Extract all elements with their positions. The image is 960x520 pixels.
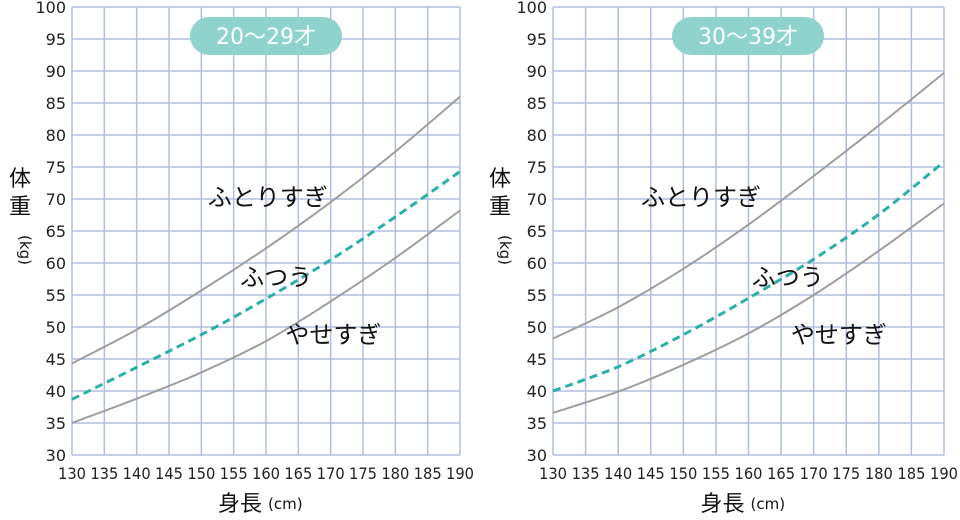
x-tick-label: 170 (317, 464, 345, 483)
y-tick-label: 50 (527, 318, 547, 337)
x-tick-label: 165 (767, 464, 795, 483)
series-line-3 (71, 209, 461, 424)
y-tick-label: 30 (46, 446, 66, 465)
x-axis-unit: (cm) (268, 495, 303, 513)
age-badge (672, 17, 824, 55)
y-tick-label: 90 (527, 62, 547, 81)
y-tick-label: 45 (46, 350, 66, 369)
x-tick-label: 130 (539, 464, 567, 483)
x-tick-label: 140 (604, 464, 632, 483)
chart-panel-1: 30 35 40 45 50 55 60 65 70 75 80 85 90 95 100 130 135 140… (9, 0, 474, 517)
series-line-1 (71, 95, 461, 365)
series-line-3 (552, 202, 945, 414)
curve-label: ふつう (752, 263, 824, 291)
series-line-1 (552, 72, 945, 340)
y-tick-label: 55 (46, 286, 66, 305)
age-badge-label: 20〜29才 (216, 25, 316, 50)
grid (71, 6, 461, 456)
x-tick-label: 135 (572, 464, 600, 483)
x-tick-label: 190 (930, 464, 958, 483)
x-tick-label: 145 (155, 464, 183, 483)
y-axis-title-char: 重 (9, 195, 31, 220)
x-tick-label: 155 (220, 464, 248, 483)
curve-label: ふとりすぎ (208, 183, 328, 211)
y-tick-label: 70 (46, 190, 66, 209)
x-tick-label: 150 (187, 464, 215, 483)
y-tick-label: 30 (527, 446, 547, 465)
y-tick-label: 80 (46, 126, 66, 145)
curve-label: ふつう (240, 263, 312, 291)
x-axis-title: 身長 (218, 492, 262, 517)
age-badge-label: 30〜39才 (698, 25, 798, 50)
y-tick-label: 70 (527, 190, 547, 209)
y-tick-label: 50 (46, 318, 66, 337)
curve-label: やせすぎ (791, 321, 887, 349)
y-axis-title: 体重 (9, 167, 31, 220)
y-tick-label: 80 (527, 126, 547, 145)
y-tick-label: 100 (516, 0, 547, 17)
y-axis-unit: (kg) (16, 235, 34, 265)
x-tick-label: 155 (702, 464, 730, 483)
x-tick-label: 170 (800, 464, 828, 483)
y-axis-title-char: 体 (9, 167, 31, 192)
x-tick-label: 135 (90, 464, 118, 483)
y-tick-label: 85 (527, 94, 547, 113)
series-line-2 (71, 170, 461, 401)
x-tick-label: 130 (58, 464, 86, 483)
y-axis-title: 体重 (489, 167, 511, 220)
y-tick-label: 45 (527, 350, 547, 369)
grid (552, 6, 945, 456)
x-tick-label: 160 (252, 464, 280, 483)
y-tick-label: 75 (527, 158, 547, 177)
y-tick-label: 40 (527, 382, 547, 401)
x-tick-label: 190 (446, 464, 474, 483)
y-tick-label: 35 (46, 414, 66, 433)
x-tick-label: 180 (865, 464, 893, 483)
y-axis-title-char: 重 (489, 195, 511, 220)
y-tick-label: 35 (527, 414, 547, 433)
x-axis-title: 身長 (700, 492, 744, 517)
x-tick-label: 165 (284, 464, 312, 483)
y-tick-label: 55 (527, 286, 547, 305)
y-tick-label: 75 (46, 158, 66, 177)
x-tick-label: 175 (832, 464, 860, 483)
x-tick-label: 175 (349, 464, 377, 483)
x-tick-label: 140 (123, 464, 151, 483)
x-axis-unit: (cm) (751, 495, 786, 513)
y-tick-label: 95 (527, 30, 547, 49)
x-tick-label: 150 (669, 464, 697, 483)
y-tick-label: 85 (46, 94, 66, 113)
y-tick-label: 65 (46, 222, 66, 241)
y-tick-label: 90 (46, 62, 66, 81)
x-tick-label: 145 (637, 464, 665, 483)
chart-panel-2: 30 35 40 45 50 55 60 65 70 75 80 85 90 95 100 130 135 140… (489, 0, 958, 517)
y-axis-unit: (kg) (496, 235, 514, 265)
x-tick-label: 180 (381, 464, 409, 483)
y-tick-label: 65 (527, 222, 547, 241)
y-tick-label: 40 (46, 382, 66, 401)
y-axis-title-char: 体 (489, 167, 511, 192)
x-tick-label: 160 (735, 464, 763, 483)
curve-label: ふとりすぎ (641, 183, 761, 211)
age-badge (190, 17, 342, 55)
y-tick-label: 95 (46, 30, 66, 49)
y-tick-label: 60 (46, 254, 66, 273)
y-tick-label: 100 (35, 0, 66, 17)
curve-label: やせすぎ (285, 321, 381, 349)
y-tick-label: 60 (527, 254, 547, 273)
x-tick-label: 185 (414, 464, 442, 483)
x-tick-label: 185 (897, 464, 925, 483)
series-line-2 (552, 160, 945, 393)
